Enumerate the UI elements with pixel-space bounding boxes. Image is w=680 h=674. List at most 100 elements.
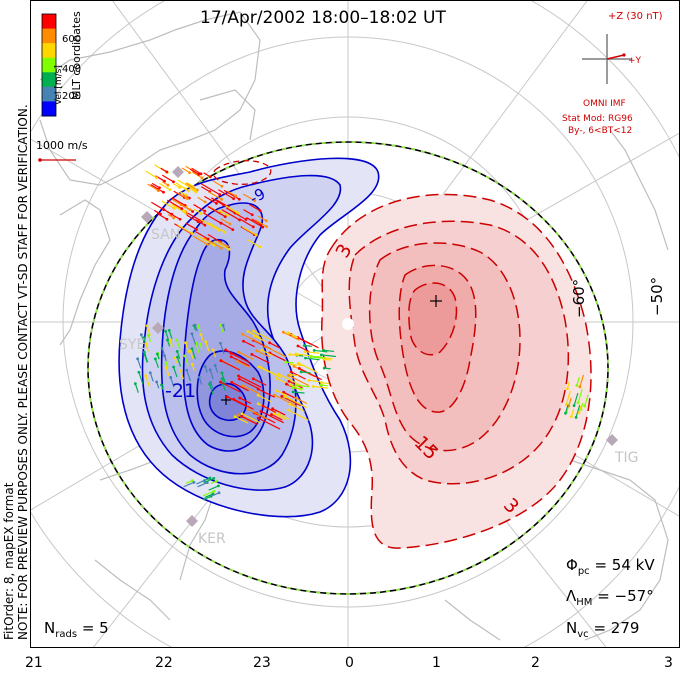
vector-origin [198,342,202,346]
colorbar-segment [42,14,56,30]
vector-origin [213,363,217,367]
velocity-vector [238,375,262,388]
velocity-vector [225,349,238,357]
scale-vector [38,158,76,162]
velocity-vector [145,170,158,179]
vector-origin [256,402,260,406]
velocity-vector [242,226,257,236]
vector-origin [237,350,241,354]
velocity-vector [288,374,310,387]
velocity-vector [257,417,281,430]
colorbar-segment [42,57,56,73]
velocity-vector [241,415,258,425]
vector-origin [264,219,268,223]
contour-label-negative: -21 [165,380,197,402]
vector-origin [242,339,245,343]
velocity-vector [242,385,261,395]
vector-origin [212,476,216,480]
vector-origin [193,188,197,192]
imf-source: OMNI IMF [583,99,626,109]
velocity-vector [283,391,295,399]
velocity-vector [573,392,579,406]
vector-origin [197,375,201,379]
vector-origin [175,350,179,353]
vector-origin [156,189,160,193]
velocity-vector [197,235,215,246]
vector-origin [139,333,143,337]
vector-origin [312,349,316,352]
velocity-vector [576,377,580,386]
velocity-vector [237,360,251,369]
vector-origin [188,171,191,175]
vector-origin [221,323,225,327]
vector-origin [144,342,148,346]
velocity-vector [227,396,248,408]
vector-origin [254,233,258,237]
vector-origin [265,225,268,228]
vector-origin [175,338,179,342]
velocity-vector [577,388,583,404]
vector-origin [184,341,187,345]
vector-origin [244,218,248,221]
velocity-vector [278,413,290,420]
vector-origin [224,348,228,352]
vector-origin [172,206,176,210]
vector-origin [200,176,204,180]
vector-origin [217,491,221,495]
velocity-vector [278,373,302,387]
velocity-vector [304,351,320,354]
vector-origin [215,201,218,205]
vector-origin [256,387,260,391]
vector-origin [160,346,164,350]
vector-origin [162,190,165,194]
vector-origin [159,212,162,216]
velocity-vector [289,403,305,413]
vector-origin [164,329,167,333]
vector-origin [250,352,254,356]
vector-origin [212,489,216,493]
velocity-vector [186,369,191,382]
velocity-vector [235,212,247,221]
vector-origin [219,323,222,327]
vector-origin [292,364,296,368]
vector-origin [142,336,146,340]
vector-origin [188,349,192,353]
vector-origin [576,401,580,405]
vector-origin [246,407,250,411]
vector-origin [280,394,284,398]
vector-origin [199,172,203,176]
velocity-vector [151,201,165,211]
vector-origin [289,383,292,387]
velocity-vector [231,381,249,392]
velocity-vector [200,183,220,196]
vector-origin [172,180,175,184]
vector-origin [291,390,295,394]
velocity-vector [284,396,307,409]
velocity-vector [262,405,277,413]
vector-origin [302,344,306,347]
vector-origin [240,332,244,336]
pole-marker [342,318,354,330]
vector-origin [252,329,255,333]
velocity-vector [283,331,300,341]
vector-origin [261,225,265,229]
velocity-vector [158,182,171,191]
vector-origin [288,353,292,356]
vector-origin [218,193,222,196]
vector-origin [234,194,238,198]
velocity-vector [287,409,309,421]
vector-origin [274,376,278,380]
velocity-vector [146,325,151,336]
velocity-vector [196,479,205,485]
vector-origin [258,245,262,249]
vector-origin [203,223,207,227]
velocity-vector [243,340,255,348]
map-title: 17/Apr/2002 18:00–18:02 UT [200,8,446,28]
vector-origin [289,362,292,366]
mlt-label: 1 [432,655,441,671]
vector-origin [197,324,200,328]
vector-origin [169,376,173,379]
velocity-vector [238,378,259,389]
vector-origin [142,350,146,354]
vector-origin [232,197,236,201]
